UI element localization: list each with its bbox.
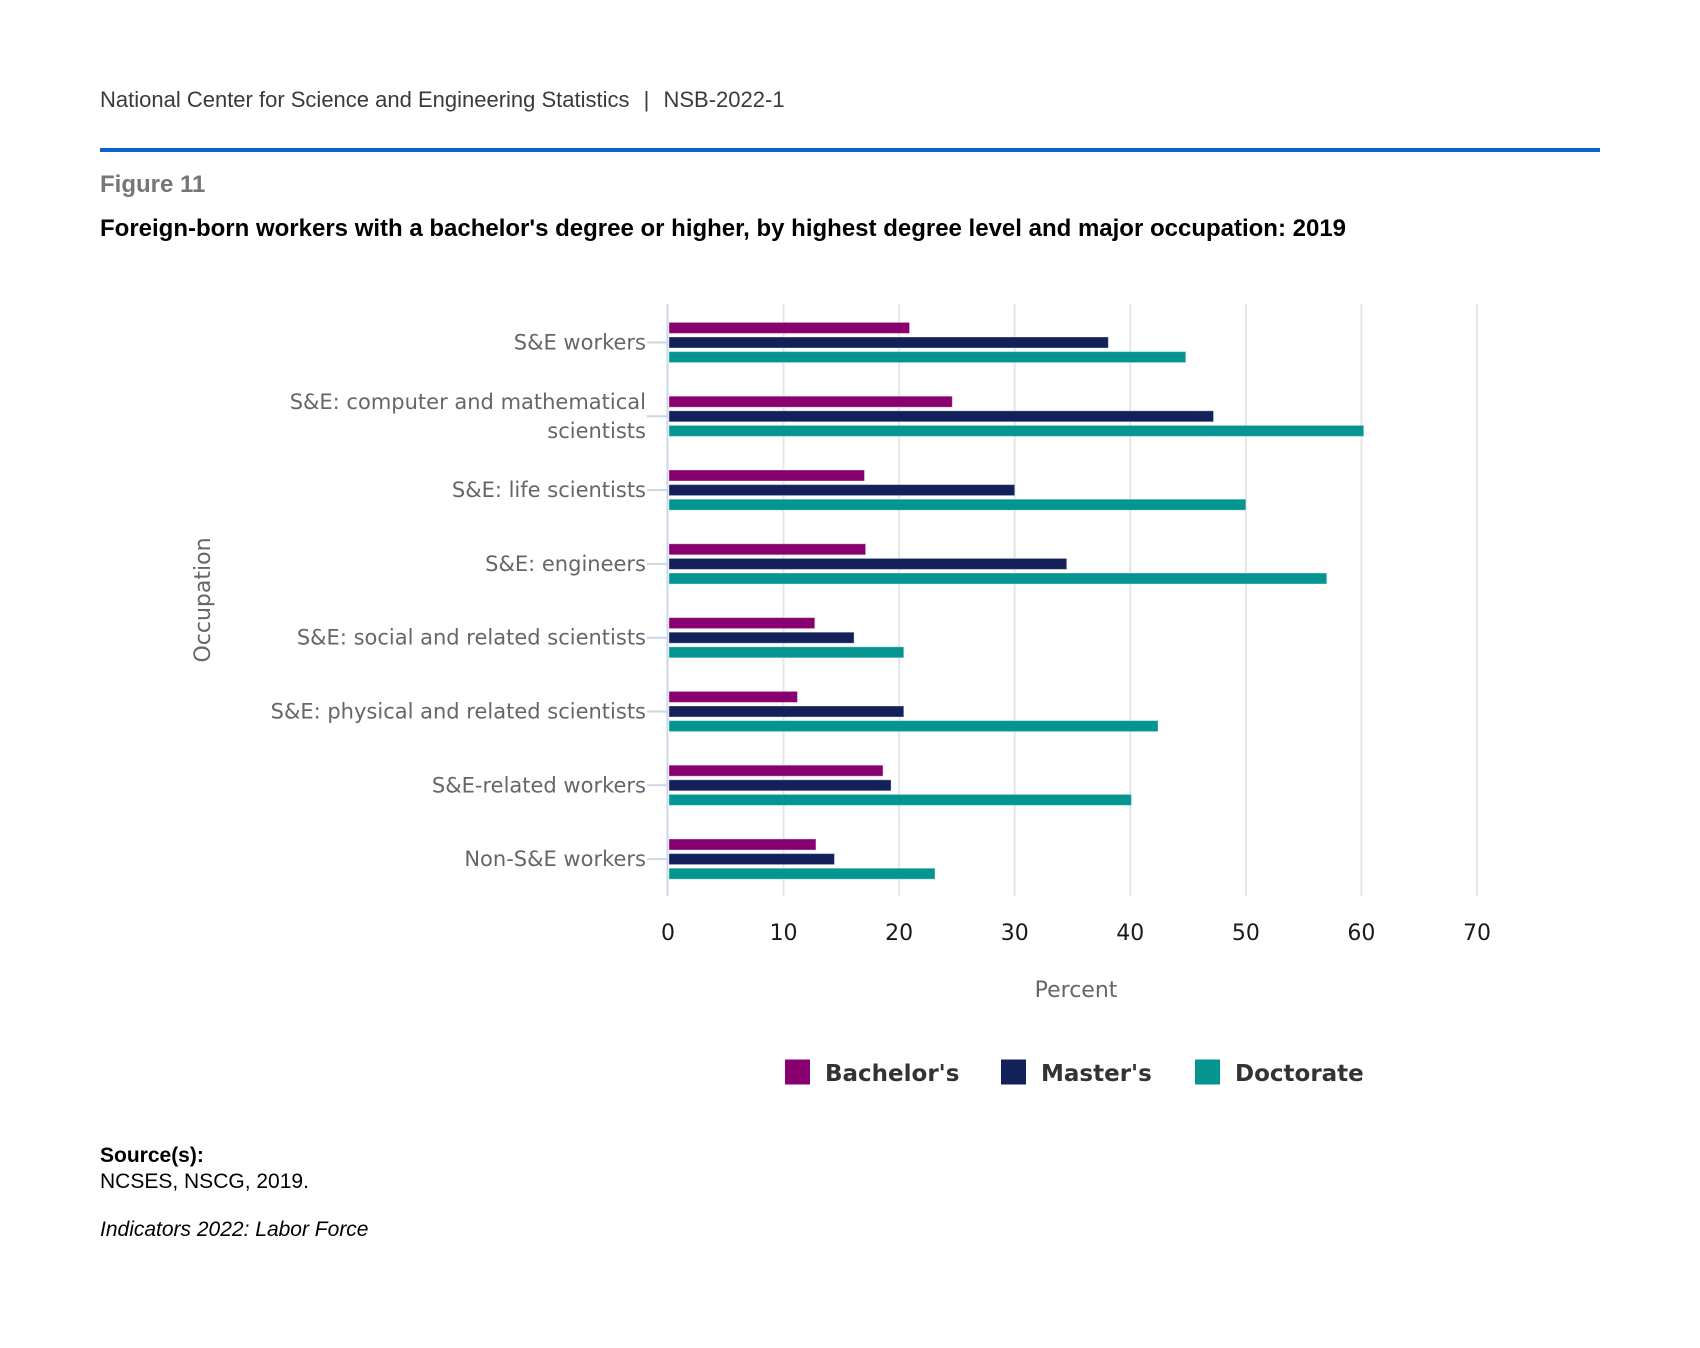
header-org: National Center for Science and Engineer… — [100, 87, 630, 112]
category-label-line: S&E workers — [514, 331, 646, 355]
header-separator: | — [643, 87, 650, 112]
source-text: NCSES, NSCG, 2019. — [100, 1170, 309, 1193]
bar-bachelors — [668, 395, 953, 408]
source-label: Source(s): — [100, 1144, 204, 1167]
legend-swatch — [1195, 1059, 1220, 1085]
bar-masters — [668, 705, 905, 718]
category-label-line: Non-S&E workers — [464, 847, 646, 871]
header-divider — [100, 148, 1600, 152]
bar-masters — [668, 336, 1109, 349]
bar-masters — [668, 631, 855, 644]
legend: Bachelor's Master's Doctorate — [785, 1059, 1364, 1087]
bar-masters — [668, 779, 892, 792]
x-tick-label: 70 — [1463, 921, 1491, 946]
bar-masters — [668, 410, 1214, 423]
x-tick-label: 30 — [1001, 921, 1029, 946]
bar-bachelors — [668, 690, 798, 703]
bar-doctorate — [668, 720, 1159, 733]
bar-doctorate — [668, 351, 1187, 364]
category-label: S&E workers — [514, 331, 646, 355]
bar-doctorate — [668, 424, 1365, 437]
figure-number: Figure 11 — [100, 171, 206, 198]
bar-bachelors — [668, 543, 867, 556]
category-label-line: scientists — [547, 419, 646, 443]
bar-masters — [668, 484, 1016, 497]
x-axis-title: Percent — [1035, 978, 1118, 1003]
category-label: S&E: physical and related scientists — [271, 700, 646, 724]
bar-masters — [668, 557, 1068, 570]
category-label-line: S&E-related workers — [432, 773, 646, 797]
category-label: Non-S&E workers — [464, 847, 646, 871]
bar-doctorate — [668, 867, 936, 880]
x-tick-label: 0 — [661, 921, 675, 946]
bar-masters — [668, 853, 835, 866]
x-tick-label: 20 — [885, 921, 913, 946]
x-tick-label: 40 — [1116, 921, 1144, 946]
header-report-id: NSB-2022-1 — [663, 87, 785, 112]
bar-bachelors — [668, 838, 817, 851]
legend-label: Bachelor's — [825, 1061, 959, 1087]
figure-title: Foreign-born workers with a bachelor's d… — [100, 215, 1347, 242]
bar-doctorate — [668, 646, 905, 659]
x-tick-label: 60 — [1347, 921, 1375, 946]
category-label-line: S&E: life scientists — [452, 478, 646, 502]
category-label-line: S&E: social and related scientists — [297, 626, 646, 650]
bars — [668, 321, 1365, 880]
header-publisher: National Center for Science and Engineer… — [100, 87, 785, 113]
category-label: S&E: life scientists — [452, 478, 646, 502]
x-tick-label: 50 — [1232, 921, 1260, 946]
y-axis-title: Occupation — [191, 537, 216, 662]
bar-bachelors — [668, 321, 911, 334]
legend-swatch — [1001, 1059, 1026, 1085]
bar-doctorate — [668, 572, 1328, 585]
category-labels: S&E workers S&E: computer and mathematica… — [271, 331, 646, 872]
category-label-line: S&E: engineers — [485, 552, 646, 576]
bar-bachelors — [668, 764, 884, 777]
bar-doctorate — [668, 793, 1132, 806]
category-label-line: S&E: computer and mathematical — [290, 390, 646, 414]
bar-bachelors — [668, 469, 865, 482]
legend-swatch — [785, 1059, 810, 1085]
bar-doctorate — [668, 498, 1247, 511]
legend-label: Doctorate — [1235, 1061, 1364, 1087]
axes — [647, 304, 669, 896]
x-tick-label: 10 — [770, 921, 798, 946]
category-label-line: S&E: physical and related scientists — [271, 700, 646, 724]
category-label: S&E: engineers — [485, 552, 646, 576]
legend-label: Master's — [1041, 1061, 1152, 1087]
category-label: S&E: social and related scientists — [297, 626, 646, 650]
category-label: S&E-related workers — [432, 773, 646, 797]
report-name: Indicators 2022: Labor Force — [100, 1218, 369, 1241]
gridlines — [782, 304, 1478, 896]
x-tick-labels: 0 10 20 30 40 50 60 70 — [661, 921, 1491, 946]
category-label: S&E: computer and mathematical scientists — [290, 390, 646, 443]
bar-bachelors — [668, 617, 816, 630]
